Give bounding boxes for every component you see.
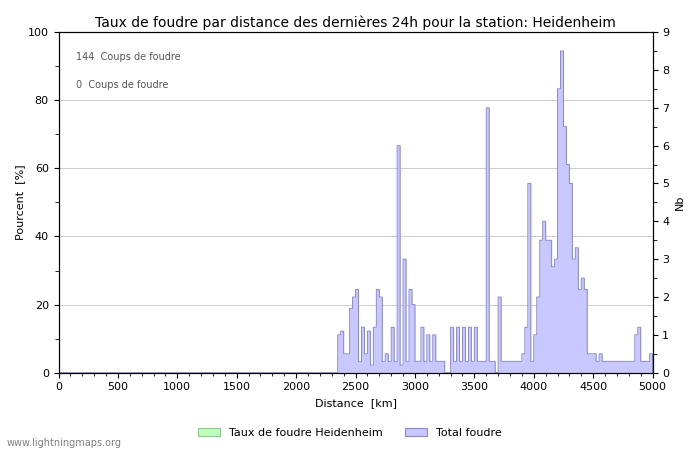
Y-axis label: Nb: Nb: [675, 195, 685, 210]
Text: www.lightningmaps.org: www.lightningmaps.org: [7, 438, 122, 448]
Text: 0  Coups de foudre: 0 Coups de foudre: [76, 80, 169, 90]
Text: 144  Coups de foudre: 144 Coups de foudre: [76, 53, 181, 63]
X-axis label: Distance  [km]: Distance [km]: [314, 398, 396, 408]
Title: Taux de foudre par distance des dernières 24h pour la station: Heidenheim: Taux de foudre par distance des dernière…: [95, 15, 616, 30]
Legend: Taux de foudre Heidenheim, Total foudre: Taux de foudre Heidenheim, Total foudre: [194, 423, 506, 442]
Y-axis label: Pourcent  [%]: Pourcent [%]: [15, 165, 25, 240]
